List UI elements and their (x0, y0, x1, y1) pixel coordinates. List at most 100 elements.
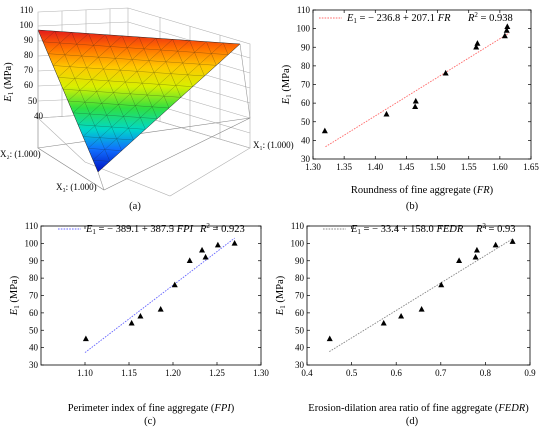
y-tick-label: 100 (291, 238, 305, 248)
panel-c-chart: 30 40 50 60 70 80 90 100 110 1.10 1.15 1.20 1.25 1.30… (9, 221, 269, 427)
fit-equation: E1 = − 236.8 + 207.1 FR (346, 13, 451, 25)
plot-frame (40, 225, 262, 366)
y-tick-label: 100 (25, 238, 39, 248)
plot-frame (312, 9, 532, 160)
z-tick: 70 (24, 65, 34, 75)
fit-line (325, 32, 510, 148)
mesh-line (206, 41, 217, 66)
x-tick-label: 1.50 (430, 162, 446, 172)
data-point (504, 23, 511, 29)
vertex-label-x1: X₁: (1.000) (253, 140, 294, 150)
data-point (398, 312, 405, 319)
y-tick-label: 80 (295, 273, 305, 283)
panel-b-chart: 30 40 50 60 70 80 90 100 110 1.30 1.35 1.40 1.45 1.50… (281, 5, 539, 212)
mesh-line (72, 112, 158, 119)
mesh-line (92, 42, 224, 161)
x-tick-label: 1.25 (209, 368, 225, 378)
y-axis-label: E1 (MPa) (275, 275, 287, 316)
data-point (473, 246, 480, 253)
x-tick-label: 1.45 (399, 162, 415, 172)
mesh-line (88, 33, 134, 141)
mesh-line (42, 41, 229, 55)
panel-a-z-axis-label: E1 (MPa) (3, 62, 15, 103)
data-point (472, 253, 479, 260)
mesh-line (72, 38, 156, 113)
data-point (199, 246, 206, 253)
mesh-line (62, 88, 181, 98)
fit-equation: E1 = − 33.4 + 158.0 FEDR (350, 224, 464, 236)
data-point (473, 43, 480, 50)
r-squared-label: R2 = 0.923 (199, 222, 245, 235)
y-tick-label: 50 (301, 117, 311, 127)
data-point (128, 319, 135, 326)
data-point (171, 281, 178, 288)
mesh-line (223, 42, 229, 55)
mesh-line (172, 39, 193, 87)
mesh-line (77, 124, 146, 130)
chart-panels: 30 40 50 60 70 80 90 100 110 1.30 1.35 1.40 1.45 1.50… (9, 5, 539, 427)
y-tick-label: 70 (295, 291, 305, 301)
vertex-label-x3: X₃: (1.000) (56, 182, 97, 192)
mesh-line (62, 35, 123, 90)
data-point (157, 306, 164, 312)
x-axis-label: Roundness of fine aggregate (FR) (351, 185, 494, 196)
z-tick: 100 (20, 20, 34, 30)
x-tick-label: 0.4 (301, 368, 313, 378)
y-tick-label: 30 (295, 360, 305, 370)
mesh-line (52, 65, 205, 77)
x-tick-label: 1.35 (336, 162, 352, 172)
z-tick: 90 (24, 35, 34, 45)
mesh-line (77, 39, 173, 125)
data-point (202, 253, 209, 260)
y-tick-label: 90 (29, 256, 39, 266)
y-tick-label: 60 (29, 308, 39, 318)
y-tick-label: 30 (29, 360, 39, 370)
y-tick-label: 110 (297, 5, 311, 15)
data-point (380, 319, 387, 326)
fit-equation: E1 = − 389.1 + 387.5 FPI (85, 224, 194, 236)
data-point (321, 127, 328, 134)
y-tick-label: 70 (29, 291, 39, 301)
x-tick-label: 1.40 (367, 162, 383, 172)
z-tick: 50 (28, 96, 38, 106)
y-tick-label: 90 (295, 256, 305, 266)
data-point (501, 32, 508, 39)
data-point (456, 257, 463, 263)
data-point (438, 281, 445, 288)
x-tick-label: 0.7 (435, 368, 447, 378)
data-point (383, 110, 390, 117)
data-point (442, 69, 449, 76)
panel-caption: (d) (406, 416, 419, 427)
z-tick: 80 (24, 50, 34, 60)
data-point (137, 312, 144, 319)
data-point (492, 241, 499, 248)
y-tick-label: 30 (301, 154, 311, 164)
y-tick-label: 50 (295, 325, 305, 335)
panel-d-chart: 30 40 50 60 70 80 90 100 110 0.4 0.5 0.6 0.7 0.8 0.9 E1… (275, 221, 536, 427)
x-tick-label: 0.5 (346, 368, 358, 378)
x-tick-label: 0.6 (391, 368, 403, 378)
y-tick-label: 60 (301, 98, 311, 108)
y-axis-label: E1 (MPa) (281, 64, 293, 105)
x-tick-label: 1.55 (461, 162, 477, 172)
x-tick-label: 1.30 (253, 368, 269, 378)
y-tick-label: 110 (25, 221, 39, 231)
panel-a-base-triangle (37, 117, 251, 191)
x-axis-label: Perimeter index of fine aggregate (FPI) (68, 403, 235, 414)
mesh-line (155, 38, 181, 98)
mesh-line (122, 35, 158, 119)
mesh-line (67, 36, 140, 102)
mesh-line (82, 136, 134, 141)
y-tick-label: 80 (301, 61, 311, 71)
x-tick-label: 1.20 (165, 368, 181, 378)
data-point (474, 40, 481, 46)
x-tick-label: 1.30 (305, 162, 321, 172)
mesh-line (87, 148, 122, 151)
panel-a-surface-mesh (42, 31, 229, 162)
panel-a-z-ticks: 110 100 90 80 70 60 50 40 (20, 5, 44, 121)
y-tick-label: 50 (29, 325, 39, 335)
y-tick-label: 110 (291, 221, 305, 231)
data-point (412, 97, 419, 104)
mesh-line (82, 40, 190, 137)
mesh-line (42, 31, 55, 42)
